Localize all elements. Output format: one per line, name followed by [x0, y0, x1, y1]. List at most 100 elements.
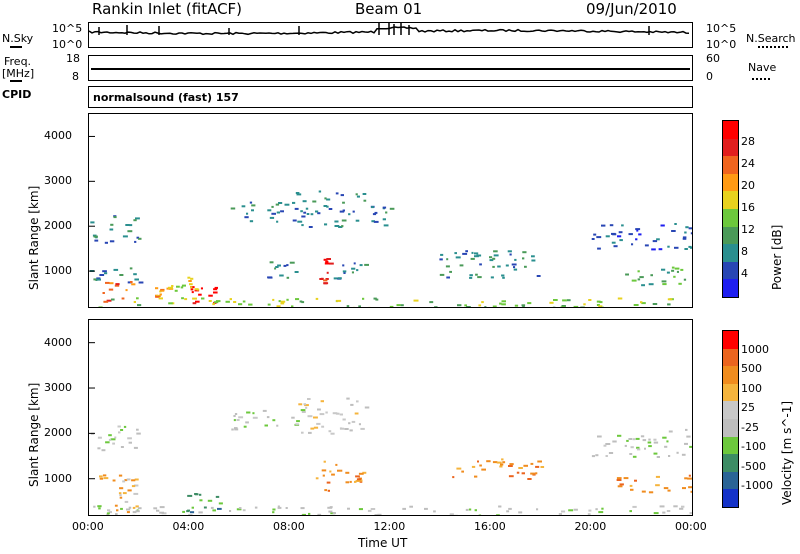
- range-gate-cell: [276, 424, 279, 427]
- range-gate-cell: [667, 489, 671, 492]
- range-gate-cell: [474, 252, 479, 255]
- range-gate-cell: [117, 425, 121, 428]
- range-gate-cell: [310, 213, 314, 216]
- range-gate-cell: [238, 416, 244, 419]
- range-gate-cell: [656, 456, 660, 458]
- range-gate-cell: [283, 264, 287, 267]
- range-gate-cell: [328, 208, 333, 210]
- colorbar-segment: [723, 279, 738, 297]
- range-gate-cell: [135, 505, 139, 508]
- colorbar-tick-label: 8: [741, 245, 748, 258]
- range-gate-cell: [217, 507, 222, 510]
- range-gate-cell: [156, 509, 160, 512]
- range-gate-cell: [603, 444, 607, 447]
- range-gate-cell: [596, 304, 600, 306]
- range-gate-cell: [112, 442, 115, 445]
- range-gate-cell: [644, 447, 646, 450]
- range-gate-cell: [370, 508, 376, 510]
- range-gate-cell: [502, 276, 505, 279]
- range-gate-cell: [110, 438, 116, 441]
- range-gate-cell: [478, 514, 482, 515]
- range-gate-cell: [429, 301, 434, 304]
- range-gate-cell: [131, 485, 136, 488]
- range-gate-cell: [625, 273, 629, 276]
- range-gate-cell: [687, 477, 692, 480]
- range-gate-cell: [440, 253, 444, 256]
- range-gate-cell: [537, 460, 542, 463]
- range-gate-cell: [605, 443, 611, 445]
- range-gate-cell: [234, 413, 238, 415]
- range-gate-cell: [110, 223, 114, 226]
- range-gate-cell: [631, 243, 634, 246]
- range-gate-cell: [641, 284, 645, 287]
- range-gate-cell: [601, 507, 604, 510]
- range-gate-cell: [339, 210, 345, 213]
- range-gate-cell: [507, 250, 512, 253]
- range-gate-cell: [471, 465, 476, 468]
- range-gate-cell: [99, 274, 105, 276]
- range-gate-cell: [342, 209, 345, 212]
- range-gate-cell: [374, 514, 379, 515]
- range-gate-cell: [628, 233, 633, 236]
- range-gate-cell: [277, 264, 281, 267]
- range-gate-cell: [136, 432, 141, 435]
- range-gate-cell: [295, 192, 300, 194]
- colorbar-tick-label: -1000: [741, 479, 773, 493]
- range-gate-cell: [274, 267, 277, 270]
- range-gate-cell: [127, 437, 132, 440]
- range-gate-cell: [591, 238, 595, 240]
- range-gate-cell: [280, 210, 284, 213]
- range-gate-cell: [207, 499, 213, 502]
- range-gate-cell: [243, 425, 247, 428]
- range-gate-cell: [233, 419, 236, 422]
- range-gate-cell: [524, 265, 527, 268]
- range-gate-cell: [182, 510, 185, 513]
- range-gate-cell: [385, 211, 388, 214]
- range-gate-cell: [502, 461, 506, 464]
- range-gate-cell: [297, 220, 303, 223]
- range-gate-cell: [238, 507, 242, 510]
- range-gate-cell: [635, 238, 638, 241]
- colorbar-segment: [723, 471, 738, 490]
- range-gate-cell: [248, 303, 253, 306]
- range-gate-cell: [637, 270, 640, 273]
- range-gate-cell: [291, 416, 295, 419]
- range-gate-cell: [413, 299, 419, 302]
- range-gate-cell: [317, 513, 322, 515]
- range-gate-cell: [135, 217, 140, 220]
- range-gate-cell: [195, 300, 200, 303]
- range-gate-cell: [252, 416, 258, 419]
- colorbar-tick-label: 4: [741, 267, 748, 280]
- range-gate-cell: [446, 258, 449, 261]
- range-gate-cell: [347, 507, 350, 510]
- range-gate-cell: [466, 306, 471, 307]
- range-gate-cell: [98, 507, 101, 510]
- range-gate-cell: [640, 301, 643, 304]
- range-gate-cell: [196, 288, 200, 291]
- range-gate-cell: [171, 302, 175, 305]
- range-gate-cell: [208, 294, 213, 297]
- range-gate-cell: [126, 478, 131, 481]
- range-gate-cell: [509, 253, 512, 256]
- range-gate-cell: [383, 224, 389, 227]
- range-gate-cell: [189, 511, 195, 514]
- range-gate-cell: [681, 505, 685, 508]
- range-gate-cell: [358, 472, 364, 475]
- range-gate-cell: [119, 496, 123, 499]
- range-gate-cell: [93, 235, 98, 238]
- range-gate-cell: [648, 491, 654, 494]
- range-gate-cell: [580, 306, 585, 307]
- range-gate-cell: [133, 492, 139, 495]
- range-gate-cell: [474, 509, 477, 512]
- range-gate-cell: [673, 275, 676, 278]
- range-gate-cell: [318, 190, 322, 193]
- range-gate-cell: [433, 510, 436, 513]
- range-gate-cell: [362, 297, 365, 300]
- range-gate-cell: [336, 299, 342, 302]
- range-gate-cell: [484, 306, 487, 307]
- range-gate-cell: [671, 266, 675, 269]
- range-gate-cell: [498, 505, 502, 508]
- range-gate-cell: [593, 233, 597, 236]
- range-gate-cell: [371, 220, 375, 223]
- range-gate-cell: [127, 281, 132, 284]
